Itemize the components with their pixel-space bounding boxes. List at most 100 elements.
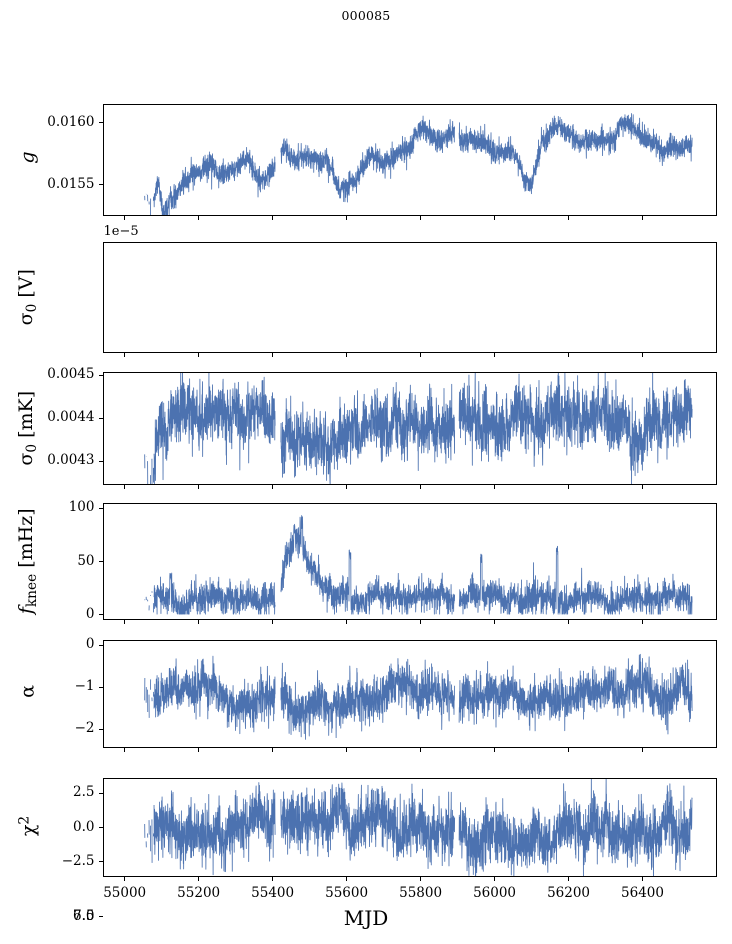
y-tick-label-alpha: 0 [85, 636, 95, 653]
y-tickmark-gain [98, 184, 103, 186]
data-curve-gain [143, 113, 693, 215]
x-tickmark [642, 485, 644, 489]
x-tick-label: 55800 [399, 885, 443, 901]
x-tickmark [124, 877, 126, 881]
x-tick-label: 56000 [473, 885, 517, 901]
x-tickmark [198, 485, 200, 489]
x-tickmark [494, 216, 496, 220]
y-tickmark-chi2 [98, 792, 103, 794]
x-tickmark [272, 748, 274, 752]
plot-panel-alpha [102, 640, 717, 748]
x-tickmark [568, 353, 570, 357]
plot-panel-sigma0_volt [102, 242, 717, 353]
x-tickmark [198, 748, 200, 752]
y-tickmark-gain [98, 122, 103, 124]
x-tickmark [346, 353, 348, 357]
y-tickmark-sigma0_mk [98, 460, 103, 462]
data-curve-f_knee [143, 515, 693, 615]
y-tickmark-alpha [98, 686, 103, 688]
axis-offset-text-sigma0_volt: 1e−5 [103, 224, 139, 239]
x-tickmark [494, 353, 496, 357]
x-tickmark [568, 877, 570, 881]
y-tickmark-chi2 [98, 827, 103, 829]
x-tickmark [420, 620, 422, 624]
x-tickmark [272, 216, 274, 220]
data-curve-sigma0_volt [104, 243, 717, 353]
x-tickmark [420, 485, 422, 489]
x-tickmark [346, 748, 348, 752]
x-tickmark [346, 485, 348, 489]
x-tickmark [124, 748, 126, 752]
plot-panel-sigma0_mk [102, 372, 717, 485]
plot-panel-chi2 [102, 778, 717, 877]
y-tickmark-alpha [98, 644, 103, 646]
y-tickmark-f_knee [98, 507, 103, 509]
x-tickmark [346, 877, 348, 881]
x-tickmark [642, 748, 644, 752]
x-tickmark [568, 216, 570, 220]
data-curve-chi2 [143, 779, 693, 876]
x-tickmark [272, 485, 274, 489]
y-tick-label-f_knee: 0 [85, 605, 95, 622]
y-tickmark-f_knee [98, 614, 103, 616]
y-tick-label-gain: 0.0155 [47, 175, 95, 192]
y-tick-label-sigma0_volt: 7.5 [73, 907, 95, 924]
x-tickmark [642, 353, 644, 357]
x-tickmark [568, 620, 570, 624]
y-tick-label-alpha: −2 [74, 720, 95, 737]
data-curve-sigma0_mk [143, 373, 693, 484]
y-tickmark-f_knee [98, 561, 103, 563]
y-tick-label-sigma0_volt: 7.0 [73, 907, 95, 924]
x-tickmark [198, 216, 200, 220]
y-tick-label-f_knee: 50 [77, 552, 95, 569]
y-tick-label-sigma0_volt: 6.5 [73, 907, 95, 924]
x-tickmark [568, 748, 570, 752]
y-tickmark-sigma0_volt [98, 916, 103, 918]
x-tickmark [420, 877, 422, 881]
y-tick-label-sigma0_mk: 0.0045 [47, 366, 95, 383]
x-tickmark [494, 877, 496, 881]
y-tickmark-alpha [98, 728, 103, 730]
x-tickmark [420, 748, 422, 752]
x-tickmark [198, 353, 200, 357]
y-tick-label-chi2: 2.5 [73, 784, 95, 801]
x-tickmark [124, 216, 126, 220]
figure-title: 000085 [341, 8, 391, 23]
x-tickmark [642, 216, 644, 220]
x-tick-label: 56200 [547, 885, 591, 901]
x-tickmark [272, 353, 274, 357]
x-tick-label: 55400 [251, 885, 295, 901]
x-tickmark [272, 620, 274, 624]
x-tickmark [198, 877, 200, 881]
y-tick-label-gain: 0.0160 [47, 113, 95, 130]
x-tick-label: 55600 [325, 885, 369, 901]
x-tickmark [568, 485, 570, 489]
y-tick-label-chi2: 0.0 [73, 818, 95, 835]
y-tickmark-chi2 [98, 861, 103, 863]
x-tickmark [420, 216, 422, 220]
x-tickmark [494, 485, 496, 489]
x-tickmark [124, 485, 126, 489]
x-tick-label: 55200 [177, 885, 221, 901]
x-tickmark [642, 620, 644, 624]
x-tickmark [494, 748, 496, 752]
y-tickmark-sigma0_mk [98, 374, 103, 377]
y-tickmark-sigma0_mk [98, 417, 103, 419]
y-tick-label-sigma0_mk: 0.0044 [47, 409, 95, 426]
y-axis-label-chi2: χ2 [15, 815, 40, 836]
data-curve-alpha [143, 653, 693, 740]
y-tick-label-sigma0_mk: 0.0043 [47, 452, 95, 469]
y-tick-label-f_knee: 100 [68, 499, 95, 516]
x-tickmark [124, 620, 126, 624]
x-tickmark [642, 877, 644, 881]
plot-panel-f_knee [102, 503, 717, 620]
x-tickmark [494, 620, 496, 624]
x-tickmark [420, 353, 422, 357]
x-tick-label: 55000 [103, 885, 147, 901]
x-tickmark [346, 216, 348, 220]
y-tick-label-chi2: −2.5 [61, 852, 95, 869]
x-axis-label: MJD [343, 906, 389, 930]
x-tickmark [272, 877, 274, 881]
x-tickmark [124, 353, 126, 357]
